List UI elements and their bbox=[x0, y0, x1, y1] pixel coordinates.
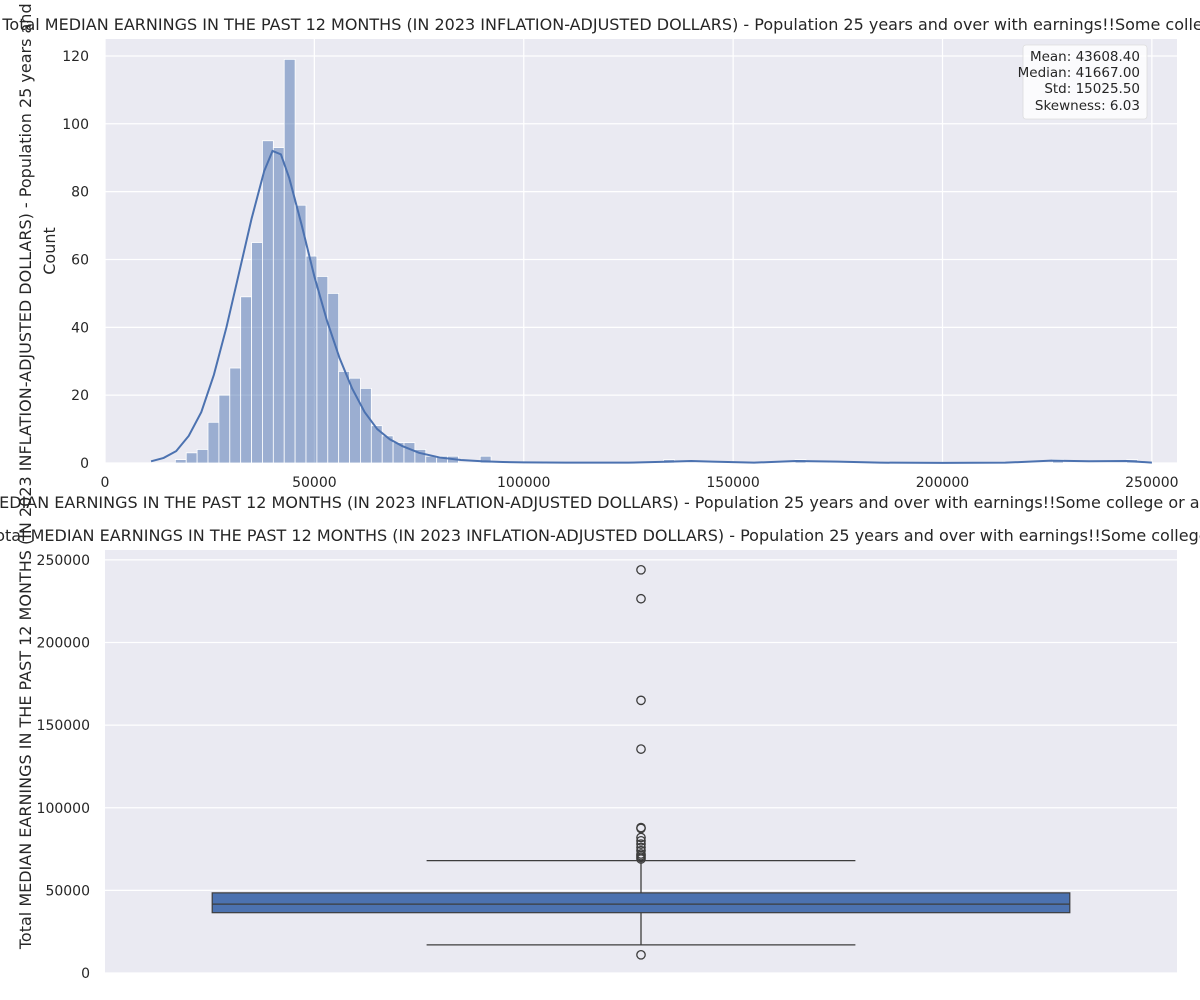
boxplot-fliers bbox=[636, 564, 646, 960]
histogram-title: Distribution of Total MEDIAN EARNINGS IN… bbox=[0, 15, 1200, 34]
histogram-bar bbox=[349, 377, 361, 464]
histogram-panel: 0 50000 100000 150000 200000 250000 0 20 40 60 80… bbox=[0, 0, 1200, 950]
histogram-y-tick-label: 120 bbox=[62, 49, 89, 65]
histogram-x-axis-label: Total MEDIAN EARNINGS IN THE PAST 12 MON… bbox=[0, 493, 1200, 512]
boxplot-flier bbox=[636, 744, 646, 754]
statistics-legend: Mean: 43608.40 Median: 41667.00 Std: 150… bbox=[1018, 44, 1148, 120]
histogram-y-axis-label-left-overflow: Total MEDIAN EARNINGS IN THE PAST 12 MON… bbox=[16, 0, 35, 950]
boxplot-y-tick-label: 100000 bbox=[37, 801, 90, 817]
histogram-x-tick-label: 0 bbox=[101, 475, 110, 491]
statistics-legend-box bbox=[1022, 44, 1148, 120]
histogram-bar bbox=[196, 449, 209, 464]
histogram-y-tick-label: 40 bbox=[71, 320, 89, 336]
histogram-bar bbox=[174, 459, 187, 464]
boxplot-y-tick-label: 50000 bbox=[45, 883, 90, 899]
boxplot-marks bbox=[211, 859, 1071, 946]
statistic-median: Median: 41667.00 bbox=[1018, 65, 1140, 81]
boxplot-y-tick-label: 150000 bbox=[37, 718, 90, 734]
statistic-mean: Mean: 43608.40 bbox=[1030, 49, 1140, 65]
boxplot-flier bbox=[636, 849, 646, 859]
histogram-bars bbox=[174, 58, 1139, 464]
histogram-x-tick-label: 100000 bbox=[497, 475, 550, 491]
histogram-y-tick-labels: 0 20 40 60 80 100 120 bbox=[62, 49, 89, 472]
boxplot-flier bbox=[636, 842, 646, 853]
boxplot-flier bbox=[636, 835, 646, 846]
histogram-x-tick-labels: 0 50000 100000 150000 200000 250000 bbox=[101, 475, 1179, 491]
boxplot-flier bbox=[636, 564, 646, 575]
histogram-bar bbox=[272, 147, 285, 464]
histogram-bar bbox=[218, 394, 231, 464]
histogram-x-tick-label: 150000 bbox=[706, 475, 759, 491]
histogram-y-axis-label: Count bbox=[40, 227, 59, 275]
histogram-bar bbox=[207, 421, 220, 464]
statistic-std: Std: 15025.50 bbox=[1044, 81, 1140, 97]
histogram-x-tick-label: 200000 bbox=[916, 475, 969, 491]
histogram-bar bbox=[479, 455, 492, 464]
boxplot-title: Box Plot of Total MEDIAN EARNINGS IN THE… bbox=[0, 526, 1200, 545]
boxplot-panel: 0 50000 100000 150000 200000 250000 Box Plot … bbox=[0, 526, 1200, 982]
boxplot-flier bbox=[636, 949, 646, 960]
boxplot-flier bbox=[636, 822, 646, 833]
histogram-bar bbox=[283, 58, 296, 464]
histogram-bar bbox=[327, 292, 340, 464]
boxplot-y-tick-labels: 0 50000 100000 150000 200000 250000 bbox=[37, 553, 90, 982]
boxplot-flier bbox=[636, 845, 646, 856]
histogram-bar bbox=[360, 387, 372, 464]
histogram-bar bbox=[403, 442, 416, 464]
histogram-bar bbox=[262, 140, 274, 464]
boxplot-y-tick-label: 250000 bbox=[37, 553, 90, 569]
boxplot-y-tick-label: 200000 bbox=[37, 636, 90, 652]
histogram-y-tick-label: 20 bbox=[71, 388, 89, 404]
kde-curve bbox=[150, 149, 1152, 464]
statistic-skewness: Skewness: 6.03 bbox=[1035, 98, 1140, 114]
histogram-x-tick-label: 250000 bbox=[1125, 475, 1178, 491]
histogram-y-tick-label: 80 bbox=[71, 185, 89, 201]
histogram-x-tick-label: 50000 bbox=[292, 475, 337, 491]
boxplot-flier bbox=[636, 839, 646, 849]
histogram-bar bbox=[240, 296, 252, 464]
boxplot-y-tick-label: 0 bbox=[81, 966, 90, 982]
boxplot-flier bbox=[636, 695, 646, 706]
histogram-bar bbox=[251, 242, 263, 464]
histogram-y-tick-label: 100 bbox=[62, 117, 89, 133]
boxplot-flier bbox=[636, 832, 646, 843]
boxplot-box bbox=[211, 892, 1071, 914]
histogram-bar bbox=[185, 452, 198, 464]
histogram-bar bbox=[294, 204, 307, 464]
boxplot-flier bbox=[636, 593, 646, 604]
histogram-bar bbox=[305, 255, 318, 464]
histogram-bar bbox=[229, 367, 242, 464]
histogram-y-tick-label: 60 bbox=[71, 252, 89, 268]
histogram-bar bbox=[338, 371, 350, 464]
histogram-y-tick-label: 0 bbox=[80, 456, 89, 472]
